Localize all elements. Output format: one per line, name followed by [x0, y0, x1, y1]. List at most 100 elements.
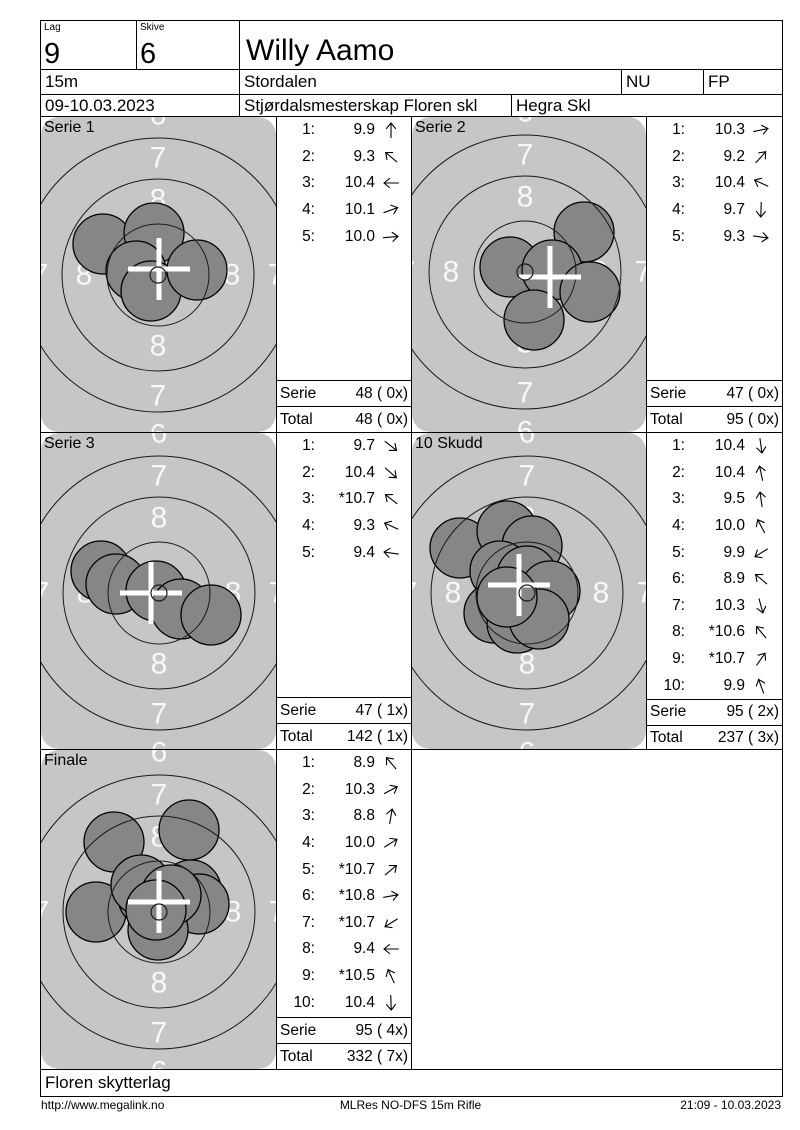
- ring-number: 7: [519, 698, 536, 731]
- shot-arrow: [375, 915, 407, 931]
- shot-arrow: [375, 149, 407, 165]
- date: 09-10.03.2023: [45, 95, 155, 115]
- shot-value: 9.7: [723, 201, 745, 219]
- page-footer: http://www.megalink.no MLRes NO-DFS 15m …: [40, 1098, 781, 1114]
- shot-value: 10.3: [714, 121, 745, 139]
- serie-sum-row: Serie 48 ( 0x): [277, 380, 411, 406]
- mean-point-cross: [128, 871, 190, 933]
- shot-direction-arrow-icon: [382, 231, 399, 242]
- shot-arrow: [375, 491, 407, 507]
- shot-arrow: [375, 862, 407, 878]
- shot-arrow: [375, 518, 407, 534]
- ring-number: 7: [635, 256, 646, 289]
- total-sum-row-value: 48 ( 0x): [355, 410, 408, 428]
- shot-row: 2: 10.4: [647, 460, 782, 487]
- distance: 15m: [45, 72, 79, 91]
- club-name: Floren skytterlag: [45, 1073, 171, 1092]
- shot-arrow: [375, 994, 407, 1011]
- shooter-name-cell: Willy Aamo: [239, 21, 782, 69]
- ring-number: 8: [445, 577, 462, 610]
- total-sum-row: Total 142 ( 1x): [277, 723, 411, 749]
- shot-direction-arrow-icon: [383, 784, 398, 794]
- shot-number: 1:: [672, 437, 685, 455]
- range-name: Stordalen: [244, 72, 317, 91]
- shot-value: *10.7: [708, 650, 745, 668]
- ring-number: 6: [151, 737, 168, 750]
- shot-direction-arrow-icon: [385, 122, 397, 139]
- shot-arrow: [745, 491, 777, 508]
- shot-row: 5: *10.7: [277, 856, 411, 883]
- shot-number: 2:: [302, 780, 315, 798]
- shot-value: 9.7: [353, 437, 375, 455]
- shot-row: 6: 8.9: [647, 566, 782, 593]
- shot-direction-arrow-icon: [755, 492, 766, 508]
- club-cell: Floren skytterlag: [41, 1069, 782, 1096]
- empty-cell: [411, 749, 782, 1069]
- ring-number: 7: [151, 779, 168, 812]
- shot-arrow: [745, 149, 777, 165]
- inner-ten-ring: [150, 584, 168, 602]
- shot-arrow: [375, 545, 407, 561]
- shot-value: 9.3: [723, 227, 745, 245]
- target-graphic: 8888777766: [412, 433, 646, 749]
- shot-number: 2:: [672, 463, 685, 481]
- shot-direction-arrow-icon: [384, 441, 398, 452]
- skive-label: Skive: [140, 22, 165, 33]
- shot-direction-arrow-icon: [756, 438, 767, 454]
- shot-number: 6:: [302, 887, 315, 905]
- inner-ten-ring: [518, 584, 536, 602]
- shot-arrow: [745, 571, 777, 587]
- target-graphic: 8888777766: [41, 433, 276, 749]
- shot-number: 4:: [672, 201, 685, 219]
- total-sum-row-value: 237 ( 3x): [717, 729, 779, 747]
- shot-direction-arrow-icon: [384, 837, 398, 848]
- scores-serie-1: 1: 9.9 2: 9.3 3: 10.4 4: 10.1 5: 10.0 Serie 48 ( 0x…: [276, 116, 411, 432]
- shot-value: 10.3: [344, 780, 375, 798]
- shot-arrow: [375, 175, 407, 191]
- shot-direction-arrow-icon: [384, 494, 398, 505]
- ring-number: 7: [269, 577, 276, 610]
- shot-value: 10.3: [714, 596, 745, 614]
- ring-number: 8: [150, 330, 167, 363]
- ring-number: 6: [151, 750, 168, 769]
- ring-number: 7: [517, 377, 534, 410]
- inner-ten-ring: [516, 263, 534, 281]
- shot-arrow: [745, 518, 777, 534]
- shot-arrow: [745, 122, 777, 138]
- ring-number: 6: [517, 117, 534, 129]
- shot-arrow: [375, 229, 407, 245]
- shot-number: 3:: [302, 490, 315, 508]
- ring-number: 7: [41, 896, 49, 929]
- class-short: NU: [626, 72, 651, 91]
- shot-row: 4: 9.7: [647, 197, 782, 224]
- shot-direction-arrow-icon: [383, 204, 399, 215]
- result-sheet: Lag 9 Skive 6 Willy Aamo 15m Stordalen N…: [40, 20, 783, 1097]
- shot-value: 9.9: [723, 543, 745, 561]
- shot-direction-arrow-icon: [385, 757, 397, 770]
- shot-direction-arrow-icon: [383, 891, 399, 901]
- ring-number: 6: [150, 419, 167, 433]
- ring-number: 8: [151, 648, 168, 681]
- event-cell: Stjørdalsmesterskap Floren skl: [239, 94, 511, 116]
- shot-number: 3:: [302, 174, 315, 192]
- shot-hole: [559, 261, 621, 323]
- ring-number: 6: [519, 433, 536, 450]
- ring-number: 7: [517, 139, 534, 172]
- class-short2: FP: [708, 72, 730, 91]
- total-sum-row-value: 95 ( 0x): [726, 410, 779, 428]
- shot-direction-arrow-icon: [754, 178, 769, 188]
- class2-cell: FP: [703, 69, 782, 94]
- shot-value: 10.4: [714, 437, 745, 455]
- target-graphic: 8888777766: [41, 117, 276, 432]
- shot-arrow: [745, 175, 777, 191]
- shot-number: 1:: [302, 121, 315, 139]
- date-cell: 09-10.03.2023: [41, 94, 239, 116]
- serie-sum-row-value: 47 ( 1x): [355, 701, 408, 719]
- shot-arrow: [745, 465, 777, 481]
- shot-row: 2: 10.3: [277, 777, 411, 804]
- shot-row: 10: 10.4: [277, 989, 411, 1016]
- ring-number: 8: [151, 502, 168, 535]
- total-sum-row: Total 48 ( 0x): [277, 406, 411, 432]
- shot-direction-arrow-icon: [383, 547, 399, 558]
- shot-row: 5: 10.0: [277, 223, 411, 250]
